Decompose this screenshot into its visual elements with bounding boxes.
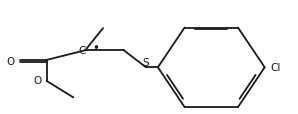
Text: C: C [79,45,86,55]
Text: S: S [143,57,149,67]
Text: O: O [7,57,15,67]
Text: •: • [93,42,100,55]
Text: O: O [33,76,41,86]
Text: Cl: Cl [270,63,280,73]
